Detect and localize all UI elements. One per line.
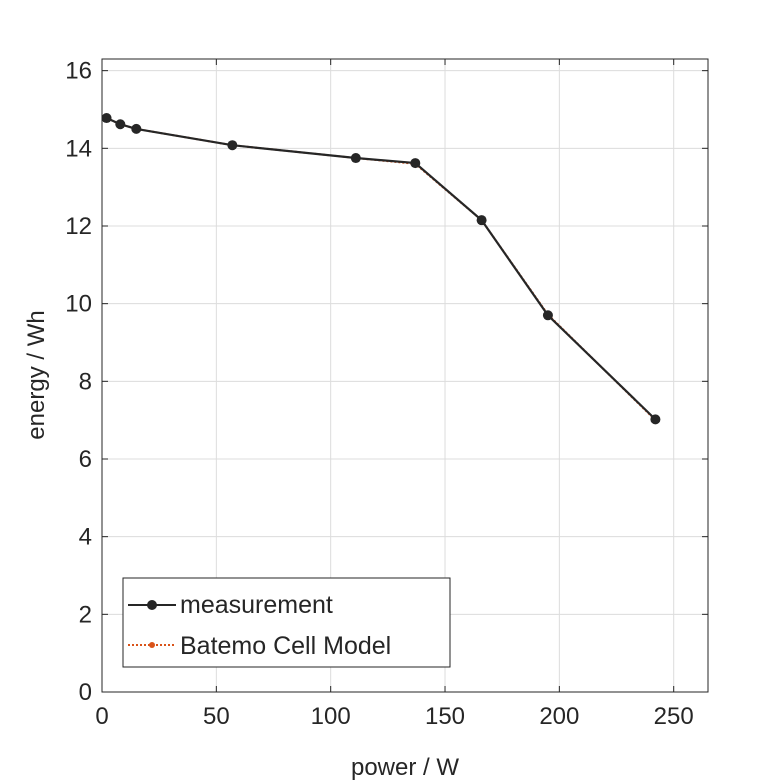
y-tick-label: 12: [65, 213, 92, 240]
x-tick-label: 200: [539, 703, 579, 730]
x-tick-label: 100: [311, 703, 351, 730]
data-point-measurement: [410, 158, 421, 169]
y-axis-label: energy / Wh: [23, 310, 50, 439]
y-tick-label: 6: [79, 446, 92, 473]
legend-key-measurement: [128, 600, 176, 610]
legend-box: [122, 577, 451, 668]
axis-ticks: 0 50 100 150 200 250 0 2 4 6 8 10 12 14 16: [65, 58, 708, 730]
data-point-measurement: [542, 310, 553, 321]
data-point-measurement: [227, 140, 238, 151]
x-tick-label: 250: [654, 703, 694, 730]
x-axis-label: power / W: [351, 754, 459, 781]
legend-marker-batemo-cell-model: [149, 642, 155, 648]
legend-marker-measurement: [147, 600, 157, 610]
y-tick-label: 14: [65, 135, 92, 162]
legend-label-batemo-cell-model: Batemo Cell Model: [180, 632, 391, 660]
x-tick-label: 50: [203, 703, 230, 730]
y-tick-label: 4: [79, 524, 92, 551]
data-point-measurement: [101, 113, 112, 124]
legend-key-batemo-cell-model: [128, 642, 176, 648]
x-tick-label: 150: [425, 703, 465, 730]
y-tick-label: 0: [79, 679, 92, 706]
legend-label-measurement: measurement: [180, 591, 333, 619]
y-tick-label: 16: [65, 58, 92, 85]
data-point-measurement: [131, 123, 142, 134]
data-point-measurement: [115, 119, 126, 130]
y-tick-label: 8: [79, 368, 92, 395]
data-point-measurement: [350, 153, 361, 164]
x-tick-label: 0: [95, 703, 108, 730]
legend: measurement Batemo Cell Model: [122, 577, 451, 668]
y-tick-label: 10: [65, 291, 92, 318]
series-group: [101, 113, 661, 425]
plot-frame: [101, 58, 709, 693]
y-tick-label: 2: [79, 601, 92, 628]
data-point-measurement: [476, 215, 487, 226]
data-point-measurement: [650, 414, 661, 425]
